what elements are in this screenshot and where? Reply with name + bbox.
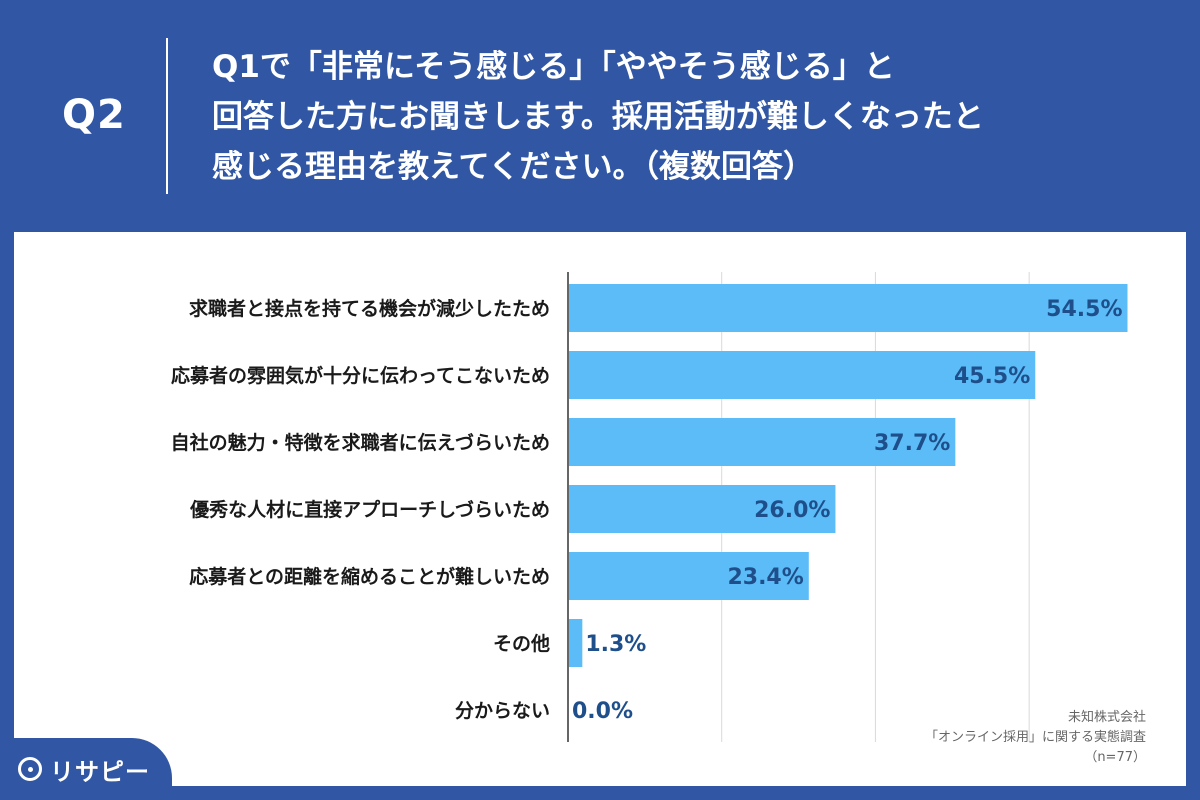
value-label: 26.0% bbox=[754, 498, 830, 523]
value-label: 37.7% bbox=[874, 431, 950, 456]
source-survey: 「オンライン採用」に関する実態調査 bbox=[924, 730, 1146, 745]
question-line: Q1で「非常にそう感じる」「ややそう感じる」と bbox=[212, 49, 895, 85]
category-label: その他 bbox=[493, 632, 550, 655]
value-label: 1.3% bbox=[585, 632, 646, 657]
bar bbox=[569, 485, 836, 533]
source-company: 未知株式会社 bbox=[1067, 710, 1146, 725]
question-header: Q2 Q1で「非常にそう感じる」「ややそう感じる」と 回答した方にお聞きします。… bbox=[0, 0, 1200, 232]
bar-chart: 求職者と接点を持てる機会が減少したため 54.5% 応募者の雰囲気が十分に伝わってこ… bbox=[171, 272, 1128, 742]
bar bbox=[569, 619, 583, 667]
category-label: 求職者と接点を持てる機会が減少したため bbox=[189, 297, 550, 320]
sample-size: （n=77） bbox=[1084, 750, 1146, 765]
question-line: 感じる理由を教えてください。（複数回答） bbox=[212, 149, 815, 185]
bar bbox=[569, 351, 1036, 399]
value-label: 0.0% bbox=[572, 699, 633, 724]
value-label: 23.4% bbox=[727, 565, 803, 590]
category-label: 自社の魅力・特徴を求職者に伝えづらいため bbox=[171, 431, 550, 454]
category-label: 分からない bbox=[455, 700, 550, 722]
value-label: 54.5% bbox=[1046, 297, 1122, 322]
bar bbox=[569, 418, 956, 466]
source-note: 未知株式会社 「オンライン採用」に関する実態調査 （n=77） bbox=[925, 708, 1146, 768]
category-label: 優秀な人材に直接アプローチしづらいため bbox=[189, 498, 550, 521]
question-number: Q2 bbox=[62, 92, 126, 138]
brand-logo: リサピー bbox=[0, 738, 172, 800]
category-label: 応募者との距離を縮めることが難しいため bbox=[189, 565, 550, 588]
pin-icon bbox=[18, 757, 42, 781]
header-divider bbox=[166, 38, 168, 194]
logo-text: リサピー bbox=[50, 757, 150, 786]
question-text: Q1で「非常にそう感じる」「ややそう感じる」と 回答した方にお聞きします。採用活… bbox=[212, 42, 1152, 192]
category-label: 応募者の雰囲気が十分に伝わってこないため bbox=[171, 364, 550, 387]
bar bbox=[569, 552, 809, 600]
value-label: 45.5% bbox=[954, 364, 1030, 389]
question-line: 回答した方にお聞きします。採用活動が難しくなったと bbox=[212, 99, 984, 135]
bar bbox=[569, 284, 1128, 332]
chart-panel: 求職者と接点を持てる機会が減少したため 54.5% 応募者の雰囲気が十分に伝わってこ… bbox=[14, 232, 1186, 786]
